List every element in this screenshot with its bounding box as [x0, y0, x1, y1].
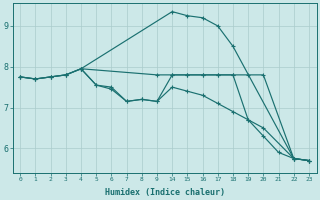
X-axis label: Humidex (Indice chaleur): Humidex (Indice chaleur): [105, 188, 225, 197]
